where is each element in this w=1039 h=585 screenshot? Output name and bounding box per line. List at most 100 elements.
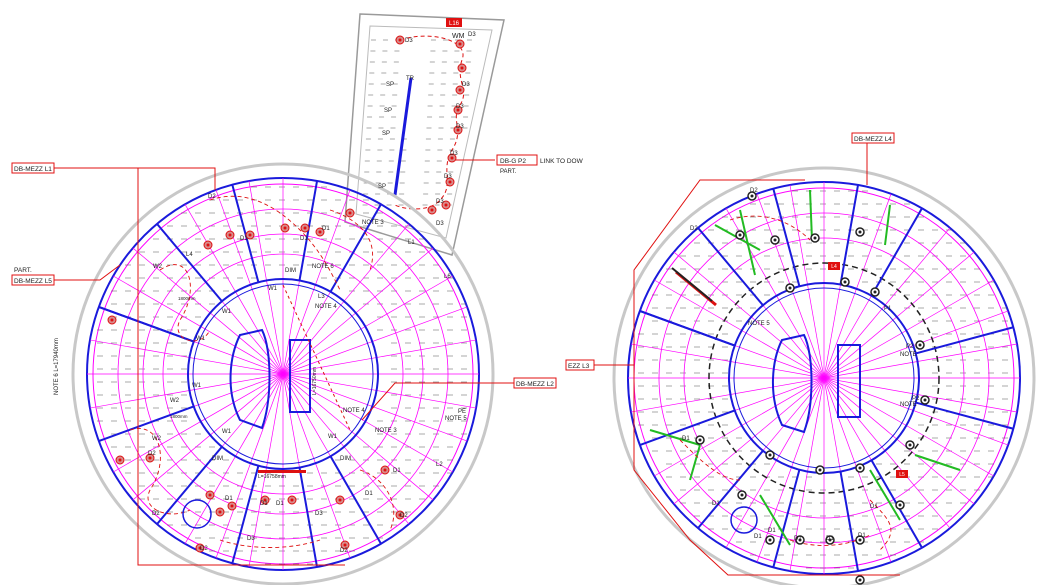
- right-tag-label-b: L5: [899, 472, 905, 478]
- fixture-symbol-dot: [348, 211, 352, 215]
- right-d-label: D1: [768, 528, 776, 534]
- fixture-symbol-dot: [458, 42, 462, 46]
- right-p-label: P1: [884, 306, 892, 312]
- right-ring-115: [708, 262, 940, 494]
- fixture-symbol-dot: [318, 230, 322, 234]
- fixture-symbol-dot: [768, 538, 772, 542]
- fixture-symbol-dot: [918, 343, 922, 347]
- tower-circuit-arc: [394, 35, 465, 210]
- callout-part-tower: PART.: [500, 169, 517, 175]
- fixture-symbol-dot: [456, 128, 460, 132]
- tower-tag-box: [446, 18, 462, 27]
- radial-grid-line: [723, 377, 825, 552]
- radial-grid-line: [282, 373, 479, 410]
- left-tag-label: L4: [186, 252, 193, 258]
- fixture-symbol-dot: [813, 236, 817, 240]
- right-ring-95: [728, 282, 920, 474]
- callout-db-g-p2: DB-G P2: [500, 158, 526, 165]
- fixture-symbol-dot: [230, 504, 234, 508]
- left-w-label: W2: [153, 264, 163, 270]
- left-outer-ring: [71, 162, 495, 585]
- right-core-rect: [837, 344, 861, 418]
- fixture-symbol-dot: [110, 318, 114, 322]
- partition-wall: [839, 471, 860, 572]
- left-side-note: NOTE 6 L=17940mm: [54, 338, 60, 395]
- left-note-label: NOTE 3: [375, 428, 397, 434]
- partition-wall: [697, 227, 764, 306]
- left-note-label: PE: [458, 409, 466, 415]
- tower-d-label: D3: [450, 151, 458, 157]
- radial-grid-line: [282, 305, 472, 375]
- left-d-label: D2: [200, 546, 208, 552]
- callout-db-mezz-l2-box: [513, 377, 557, 389]
- left-w-label: W2: [170, 398, 180, 404]
- radial-grid-line: [650, 277, 825, 379]
- fixture-symbol-dot: [450, 156, 454, 160]
- fixture-symbol-dot: [398, 38, 402, 42]
- left-w-label: W2: [152, 436, 162, 442]
- left-red-bar: [258, 470, 306, 473]
- left-core-oval: [229, 328, 271, 430]
- fixture-symbol-dot: [263, 498, 267, 502]
- radial-grid-line: [823, 377, 1020, 414]
- right-note-label: NOTE: [900, 402, 917, 408]
- left-d-label: D3: [315, 511, 323, 517]
- radial-grid-line: [755, 377, 825, 567]
- right-circular-plan: L4 L5: [612, 166, 1036, 585]
- tower-hatch: [362, 39, 472, 206]
- radial-grid-line: [247, 178, 284, 375]
- fixture-symbol-dot: [858, 538, 862, 542]
- partition-wall: [915, 326, 1014, 355]
- left-d-label: D1: [225, 496, 233, 502]
- tower-d-label: D3: [436, 199, 444, 205]
- left-ring-90: [192, 283, 374, 465]
- circuit-run: [679, 439, 741, 481]
- radial-grid-line: [628, 377, 825, 414]
- left-d-label: D1: [322, 226, 330, 232]
- right-d-label: D1: [682, 436, 690, 442]
- tower-tr-label: TR: [406, 76, 415, 82]
- fixture-symbol-dot: [908, 443, 912, 447]
- radial-grid-line: [109, 373, 284, 475]
- left-red-dash: [282, 284, 351, 431]
- left-core-rect: [289, 339, 311, 413]
- partition-wall: [231, 465, 260, 564]
- fixture-symbol-dot: [148, 456, 152, 460]
- right-p-label: P2: [906, 344, 914, 350]
- tower-sp-label: SP: [386, 82, 394, 88]
- left-dim-label: DIM: [212, 456, 223, 462]
- right-d-label: D1: [826, 536, 834, 542]
- left-w-label: W1: [222, 309, 232, 315]
- radial-grid-line: [788, 377, 825, 574]
- partition-wall: [329, 455, 382, 545]
- green-partition-wall: [759, 494, 791, 546]
- callout-db-mezz-l1: DB-MEZZ L1: [14, 166, 52, 173]
- fixture-symbol-dot: [283, 226, 287, 230]
- fixture-symbol-dot: [740, 493, 744, 497]
- right-busbar-dark: [671, 267, 713, 302]
- partition-wall: [298, 467, 319, 568]
- partition-wall: [870, 207, 923, 297]
- tower-symbols: [395, 35, 467, 215]
- left-ring-95: [187, 278, 379, 470]
- circuit-run: [729, 215, 811, 241]
- fixture-symbol-dot: [858, 578, 862, 582]
- circuit-run: [869, 499, 892, 551]
- fixture-symbol-dot: [303, 226, 307, 230]
- radial-grid-line: [823, 189, 893, 379]
- fixture-symbol-dot: [444, 203, 448, 207]
- right-outer-ring: [612, 166, 1036, 585]
- radial-grid-line: [670, 377, 825, 507]
- radial-grid-line: [823, 377, 978, 507]
- callout-link-to-down: LINK TO DOW: [540, 158, 584, 165]
- right-d-label: D2: [750, 188, 758, 194]
- right-ring-165: [658, 212, 990, 544]
- green-partition-wall: [689, 444, 701, 481]
- fixture-symbol-dot: [198, 546, 202, 550]
- radial-grid-line: [214, 185, 284, 375]
- partition-wall: [98, 405, 195, 442]
- right-core-oval: [772, 333, 813, 434]
- radial-grid-line: [282, 185, 352, 375]
- tower-d-label: D3: [456, 124, 464, 130]
- green-partition-wall: [884, 204, 891, 246]
